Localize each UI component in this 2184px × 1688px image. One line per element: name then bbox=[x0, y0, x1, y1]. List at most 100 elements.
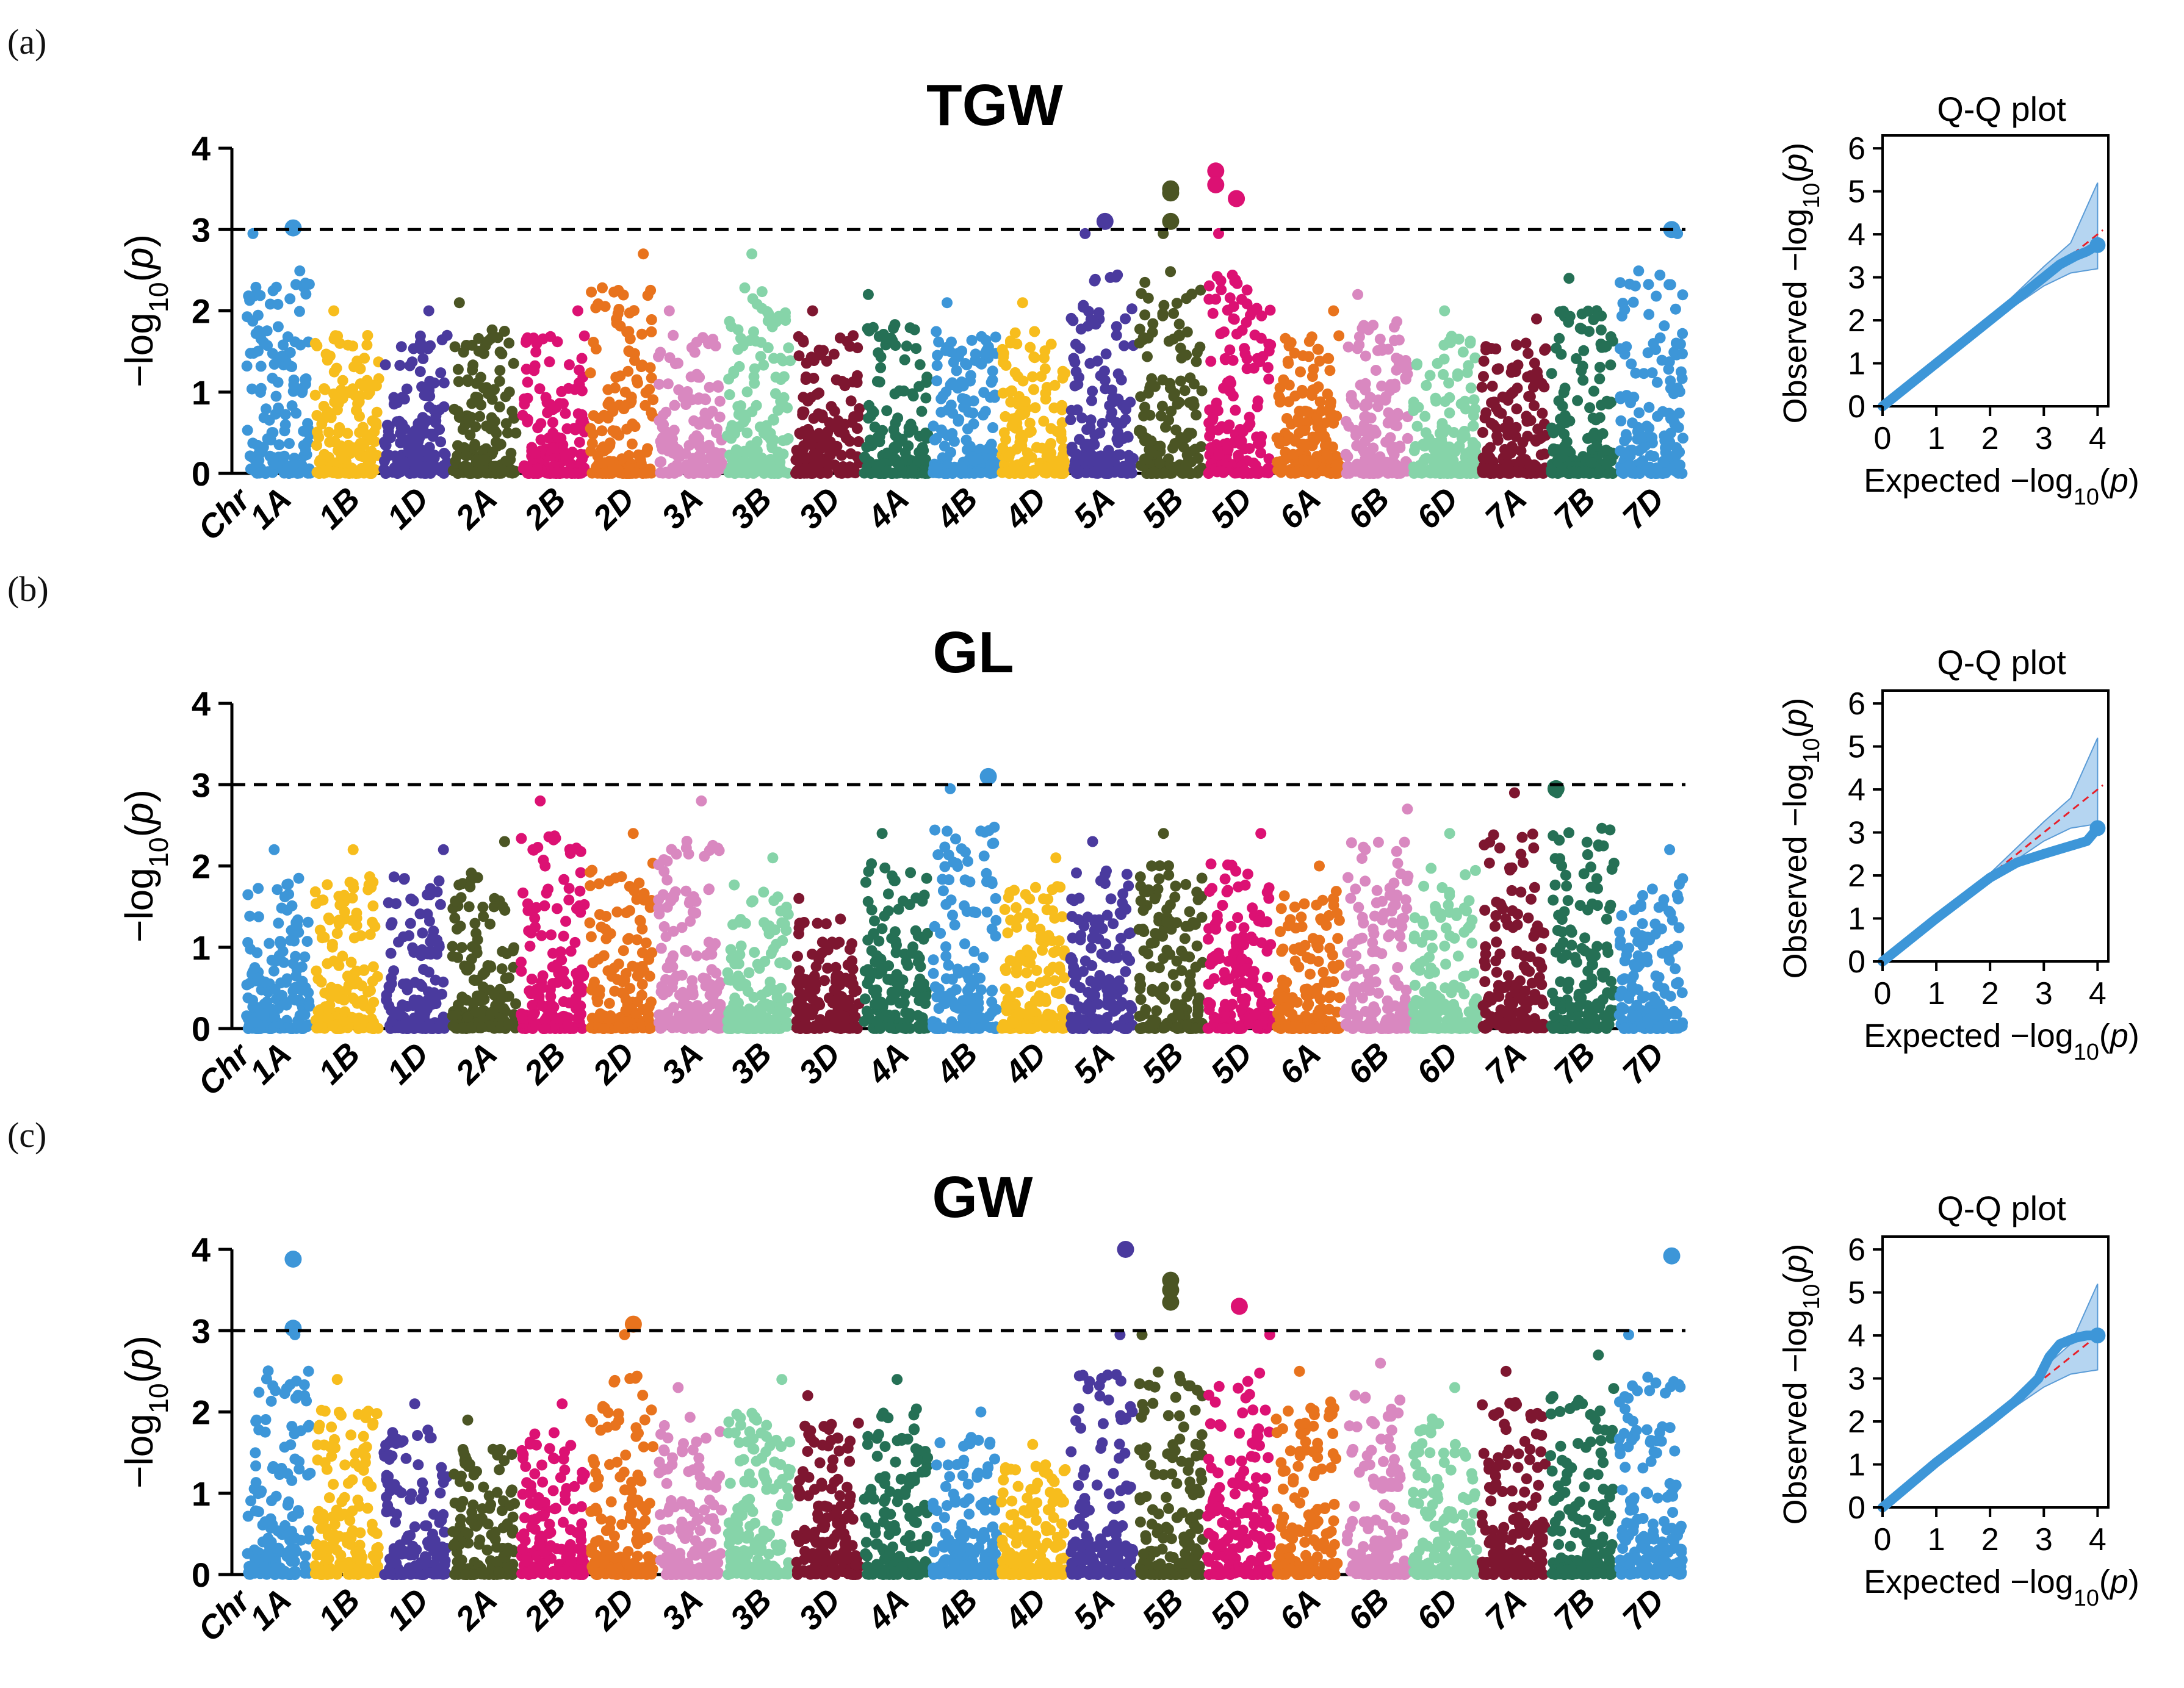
snp-point bbox=[1356, 467, 1367, 479]
snp-point bbox=[828, 348, 840, 360]
snp-point bbox=[722, 967, 733, 979]
snp-point bbox=[951, 858, 962, 869]
snp-point bbox=[845, 395, 857, 407]
snp-point bbox=[921, 872, 932, 884]
snp-point bbox=[937, 885, 949, 897]
snp-point bbox=[522, 376, 533, 388]
snp-point bbox=[815, 349, 826, 361]
snp-point bbox=[631, 894, 643, 905]
snp-point bbox=[313, 431, 325, 443]
snp-point bbox=[428, 925, 439, 937]
snp-point bbox=[585, 423, 596, 434]
snp-point bbox=[1251, 303, 1263, 314]
snp-point bbox=[1034, 990, 1045, 1002]
snp-point bbox=[1512, 359, 1524, 371]
snp-point bbox=[768, 414, 779, 425]
chromosome-label: 5A bbox=[1067, 481, 1122, 536]
snp-point bbox=[753, 1017, 765, 1029]
snp-point bbox=[1265, 339, 1277, 351]
qq-y-tick-label: 5 bbox=[1848, 174, 1865, 210]
snp-point bbox=[299, 1009, 311, 1021]
snp-point bbox=[597, 282, 608, 293]
snp-point bbox=[837, 992, 848, 1004]
snp-point bbox=[798, 406, 810, 418]
snp-point bbox=[1487, 381, 1498, 392]
snp-point bbox=[839, 1011, 851, 1022]
snp-point bbox=[1138, 410, 1150, 422]
snp-point bbox=[510, 427, 522, 439]
snp-point bbox=[1118, 465, 1130, 476]
snp-point bbox=[603, 1013, 614, 1024]
snp-point bbox=[783, 342, 795, 354]
snp-point bbox=[1173, 397, 1185, 408]
snp-point bbox=[987, 374, 998, 386]
snp-point bbox=[663, 305, 675, 317]
snp-point bbox=[242, 889, 254, 900]
snp-point bbox=[423, 305, 434, 317]
snp-point bbox=[943, 874, 955, 886]
snp-point bbox=[300, 278, 311, 289]
snp-point bbox=[1203, 293, 1215, 305]
snp-point bbox=[749, 947, 760, 958]
snp-point bbox=[1342, 451, 1353, 462]
snp-point bbox=[547, 947, 558, 959]
snp-point bbox=[680, 448, 691, 459]
snp-point bbox=[666, 844, 677, 855]
snp-point bbox=[331, 362, 342, 374]
snp-point bbox=[613, 285, 624, 296]
snp-point bbox=[1000, 411, 1011, 422]
snp-point bbox=[560, 408, 571, 419]
snp-point bbox=[242, 425, 253, 436]
snp-point bbox=[1171, 298, 1183, 309]
snp-point bbox=[890, 988, 901, 999]
snp-point bbox=[1111, 433, 1123, 445]
snp-point bbox=[367, 975, 378, 987]
snp-point bbox=[653, 351, 664, 362]
snp-point bbox=[692, 372, 704, 383]
snp-point bbox=[380, 468, 391, 479]
snp-point bbox=[449, 403, 460, 415]
snp-point bbox=[1558, 306, 1569, 317]
snp-point bbox=[906, 947, 918, 959]
snp-point bbox=[790, 454, 802, 465]
snp-point bbox=[929, 981, 941, 993]
snp-point bbox=[673, 384, 685, 395]
snp-point bbox=[822, 963, 834, 974]
significant-snp-point bbox=[284, 219, 302, 237]
snp-point bbox=[931, 326, 942, 337]
snp-point bbox=[808, 448, 820, 459]
snp-point bbox=[1584, 402, 1596, 414]
snp-point bbox=[939, 440, 950, 452]
snp-point bbox=[809, 462, 820, 473]
snp-point bbox=[1330, 459, 1342, 471]
snp-point bbox=[640, 400, 651, 411]
snp-point bbox=[371, 406, 383, 418]
snp-point bbox=[1493, 406, 1504, 418]
snp-point bbox=[962, 855, 973, 867]
snp-point bbox=[428, 377, 440, 389]
snp-point bbox=[1621, 390, 1632, 401]
snp-point bbox=[1230, 404, 1241, 416]
snp-point bbox=[1441, 459, 1452, 470]
snp-point bbox=[1643, 309, 1655, 320]
snp-point bbox=[590, 302, 602, 314]
snp-point bbox=[503, 1019, 514, 1030]
snp-point bbox=[621, 1004, 633, 1015]
snp-point bbox=[747, 293, 759, 304]
panel-title: TGW bbox=[926, 73, 1063, 138]
snp-point bbox=[1352, 289, 1363, 300]
snp-point bbox=[244, 450, 256, 462]
snp-point bbox=[273, 439, 285, 451]
snp-point bbox=[768, 353, 779, 364]
snp-point bbox=[478, 348, 489, 359]
snp-point bbox=[1205, 356, 1217, 367]
snp-point bbox=[746, 248, 758, 260]
snp-point bbox=[751, 400, 762, 411]
snp-point bbox=[1478, 356, 1490, 367]
snp-point bbox=[710, 1022, 722, 1033]
snp-point bbox=[842, 959, 854, 971]
snp-point bbox=[1457, 347, 1469, 358]
